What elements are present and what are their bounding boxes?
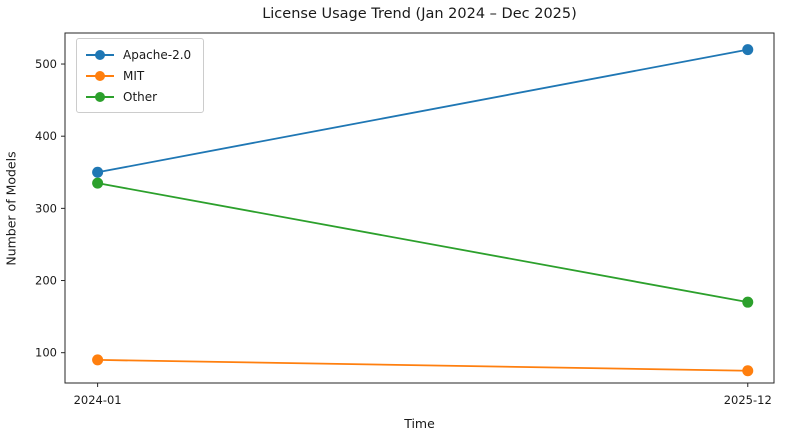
legend: Apache-2.0 MIT Other <box>76 38 205 113</box>
legend-line-marker-icon <box>86 70 114 81</box>
legend-line-marker-icon <box>86 91 114 102</box>
marker-other <box>742 296 754 308</box>
legend-item-apache: Apache-2.0 <box>85 44 191 65</box>
marker-apache-2.0 <box>92 166 104 178</box>
legend-item-mit: MIT <box>85 65 191 86</box>
legend-label-other: Other <box>123 89 158 104</box>
marker-other <box>92 177 104 189</box>
y-tick-label: 200 <box>35 274 57 288</box>
line-other <box>97 182 748 304</box>
legend-item-other: Other <box>85 86 191 107</box>
x-axis-label: Time <box>404 416 435 431</box>
line-mit <box>97 359 748 372</box>
marker-mit <box>742 365 754 377</box>
marker-apache-2.0 <box>742 44 754 56</box>
y-tick-label: 300 <box>35 201 57 215</box>
x-tick-label: 2025-12 <box>724 393 772 407</box>
legend-line-marker-icon <box>86 49 114 60</box>
x-tick-label: 2024-01 <box>74 393 122 407</box>
legend-label-apache: Apache-2.0 <box>123 47 192 62</box>
y-tick-label: 500 <box>35 57 57 71</box>
y-tick-label: 100 <box>35 346 57 360</box>
legend-label-mit: MIT <box>123 68 145 83</box>
line-apache-2.0 <box>97 48 748 174</box>
marker-mit <box>92 354 104 366</box>
y-tick-label: 400 <box>35 129 57 143</box>
chart-title: License Usage Trend (Jan 2024 – Dec 2025… <box>262 6 577 22</box>
